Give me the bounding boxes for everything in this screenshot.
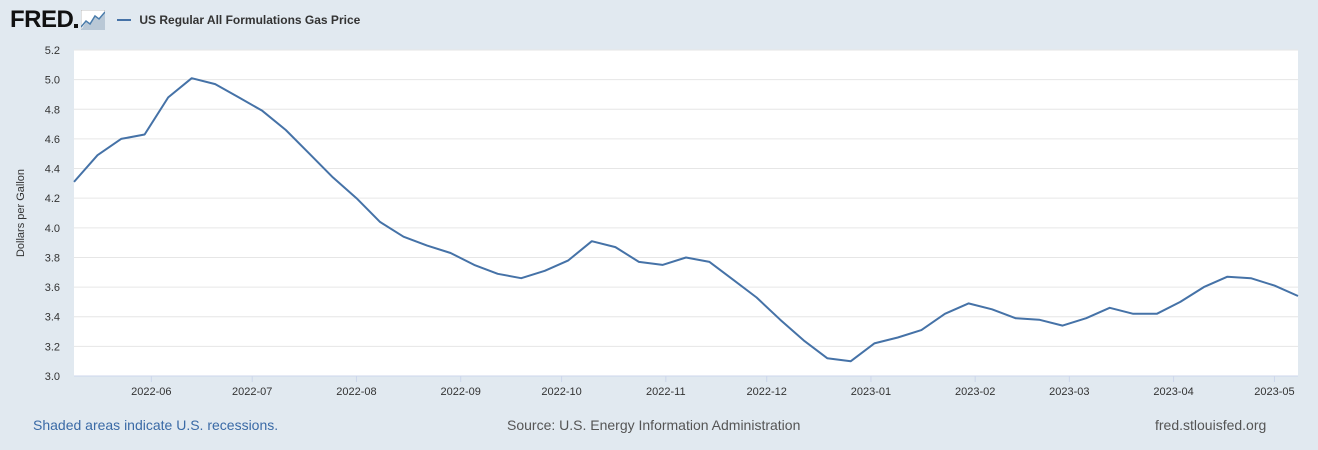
logo-dot: [74, 24, 79, 28]
y-tick-label: 4.4: [45, 164, 60, 176]
y-tick-labels: 3.0 3.2 3.4 3.6 3.8 4.0 4.2 4.4 4.6 4.8 5.0 5.2: [45, 45, 60, 383]
y-tick-label: 4.6: [45, 134, 60, 146]
plot-area: [74, 50, 1298, 376]
y-tick-label: 4.8: [45, 104, 60, 116]
legend-series-label: US Regular All Formulations Gas Price: [139, 13, 361, 27]
x-tick-label: 2022-12: [747, 386, 787, 398]
x-tick-label: 2023-05: [1254, 386, 1294, 398]
line-chart: 3.0 3.2 3.4 3.6 3.8 4.0 4.2 4.4 4.6 4.8 5.0 5.2 202…: [15, 45, 1299, 398]
x-tick-label: 2022-09: [441, 386, 481, 398]
x-tick-label: 2023-01: [851, 386, 891, 398]
x-axis: 2022-06 2022-07 2022-08 2022-09 2022-10 2022-…: [74, 375, 1298, 398]
x-tick-label: 2023-02: [955, 386, 995, 398]
x-tick-label: 2022-08: [336, 386, 376, 398]
y-tick-label: 3.4: [45, 312, 60, 324]
y-tick-label: 3.6: [45, 282, 60, 294]
series-line-gas-price: [73, 77, 1299, 363]
fred-logo[interactable]: FRED: [10, 6, 74, 33]
x-tick-label: 2022-11: [646, 386, 686, 398]
y-tick-label: 4.0: [45, 223, 60, 235]
x-tick-label: 2022-10: [541, 386, 581, 398]
y-tick-label: 5.2: [45, 45, 60, 57]
x-tick-label: 2022-07: [232, 386, 272, 398]
source-text: Source: U.S. Energy Information Administ…: [507, 417, 801, 433]
x-tick-label: 2023-03: [1049, 386, 1089, 398]
chart-legend: US Regular All Formulations Gas Price: [117, 13, 360, 27]
fred-chart-icon: [81, 10, 106, 30]
site-url[interactable]: fred.stlouisfed.org: [1155, 417, 1267, 433]
y-tick-label: 3.2: [45, 341, 60, 353]
x-tick-label: 2023-04: [1153, 386, 1193, 398]
chart-header: FRED US Regular All Formulations Gas Pri…: [10, 6, 360, 34]
y-tick-label: 3.0: [45, 371, 60, 383]
x-tick-label: 2022-06: [131, 386, 171, 398]
y-tick-label: 3.8: [45, 252, 60, 264]
y-axis-label: Dollars per Gallon: [15, 169, 27, 257]
y-tick-label: 4.2: [45, 193, 60, 205]
y-tick-label: 5.0: [45, 75, 60, 87]
legend-swatch: [117, 19, 132, 21]
recessions-link[interactable]: Shaded areas indicate U.S. recessions.: [33, 417, 279, 433]
